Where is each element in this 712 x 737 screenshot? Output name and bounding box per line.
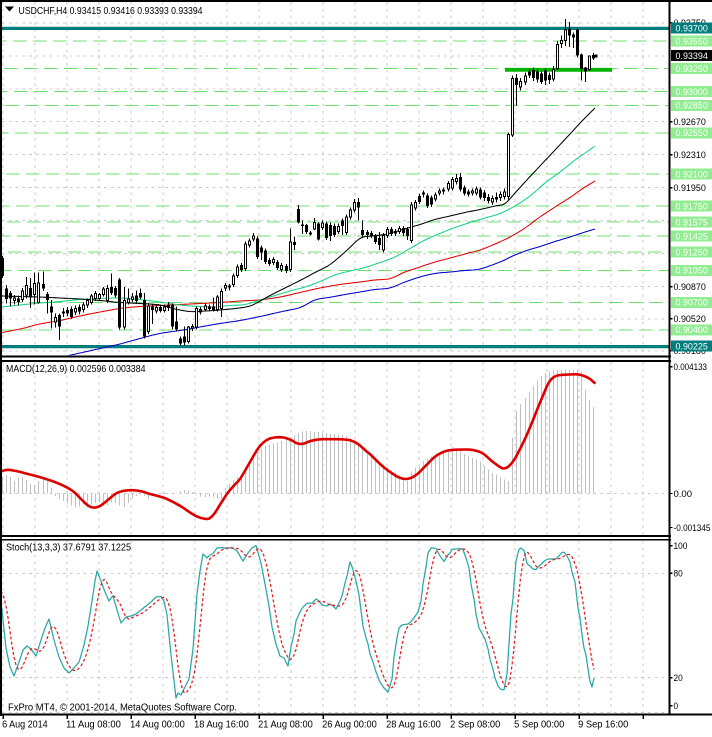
svg-text:0.91050: 0.91050: [676, 266, 708, 276]
svg-text:-0.001345: -0.001345: [674, 523, 711, 533]
svg-text:0.91950: 0.91950: [674, 183, 706, 193]
svg-text:18 Aug 16:00: 18 Aug 16:00: [194, 719, 249, 730]
svg-text:0.92550: 0.92550: [676, 128, 708, 138]
svg-text:0: 0: [674, 701, 679, 711]
svg-text:20: 20: [674, 673, 683, 683]
svg-text:USDCHF,H4 0.93415 0.93416 0.9: USDCHF,H4 0.93415 0.93416 0.93393 0.9339…: [19, 6, 203, 17]
svg-text:0.92100: 0.92100: [676, 169, 708, 179]
svg-text:0.91750: 0.91750: [676, 202, 708, 212]
svg-text:11 Aug 08:00: 11 Aug 08:00: [66, 719, 121, 730]
svg-text:0.92670: 0.92670: [674, 117, 706, 127]
svg-text:0.91250: 0.91250: [676, 247, 708, 257]
svg-text:100: 100: [674, 541, 688, 551]
svg-text:0.93550: 0.93550: [676, 36, 708, 46]
svg-text:21 Aug 08:00: 21 Aug 08:00: [258, 719, 313, 730]
svg-text:5 Sep 00:00: 5 Sep 00:00: [514, 719, 564, 730]
svg-text:0.00: 0.00: [674, 489, 693, 499]
svg-text:0.90520: 0.90520: [674, 314, 706, 324]
svg-text:2 Sep 08:00: 2 Sep 08:00: [450, 719, 500, 730]
svg-text:80: 80: [674, 569, 683, 579]
svg-text:0.91425: 0.91425: [676, 231, 708, 241]
svg-text:9 Sep 16:00: 9 Sep 16:00: [578, 719, 628, 730]
svg-text:0.90870: 0.90870: [674, 282, 706, 292]
svg-text:0.90700: 0.90700: [676, 298, 708, 308]
svg-text:0.92310: 0.92310: [674, 150, 706, 160]
svg-text:0.92850: 0.92850: [676, 101, 708, 111]
svg-text:0.91575: 0.91575: [676, 218, 708, 228]
svg-text:0.93394: 0.93394: [676, 51, 708, 61]
svg-text:0.93700: 0.93700: [676, 24, 708, 34]
svg-text:FxPro MT4, © 2001-2014, MetaQu: FxPro MT4, © 2001-2014, MetaQuotes Softw…: [8, 703, 237, 714]
svg-text:MACD(12,26,9) 0.002596 0.00338: MACD(12,26,9) 0.002596 0.003384: [6, 364, 146, 375]
svg-text:28 Aug 16:00: 28 Aug 16:00: [386, 719, 441, 730]
svg-text:Stoch(13,3,3) 37.6791 37.1225: Stoch(13,3,3) 37.6791 37.1225: [6, 543, 131, 554]
svg-text:0.93250: 0.93250: [676, 64, 708, 74]
svg-text:0.90225: 0.90225: [676, 341, 708, 351]
svg-text:26 Aug 00:00: 26 Aug 00:00: [322, 719, 377, 730]
svg-text:0.004133: 0.004133: [674, 362, 708, 372]
svg-text:6 Aug 2014: 6 Aug 2014: [2, 719, 48, 730]
svg-text:14 Aug 00:00: 14 Aug 00:00: [130, 719, 185, 730]
svg-text:0.93000: 0.93000: [676, 87, 708, 97]
svg-text:0.90400: 0.90400: [676, 325, 708, 335]
